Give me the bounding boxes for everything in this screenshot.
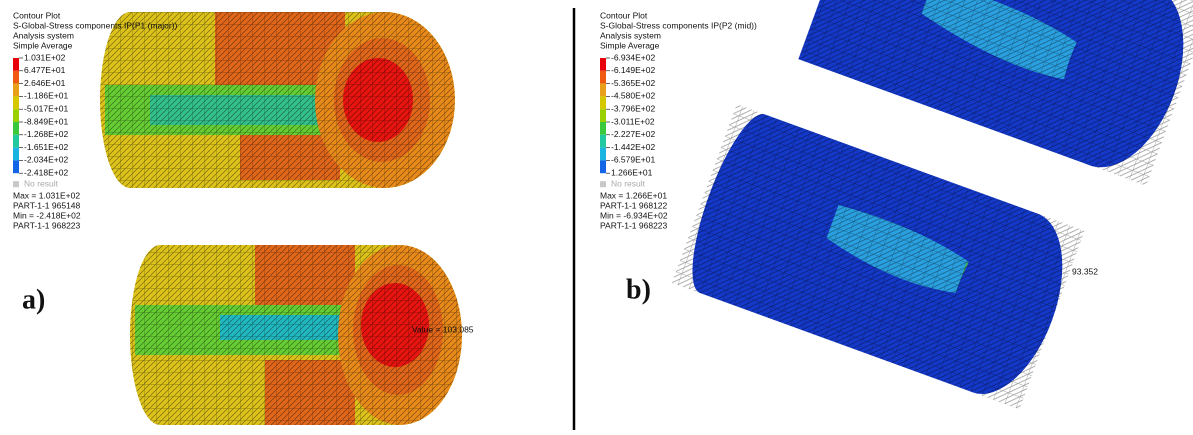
color-band bbox=[600, 109, 606, 122]
legend-summary: Max = 1.266E+01 bbox=[600, 190, 667, 200]
legend-summary: Max = 1.031E+02 bbox=[13, 190, 80, 200]
level-label: -3.796E+02 bbox=[611, 103, 655, 113]
legend-header: S-Global-Stress components IP(P2 (mid)) bbox=[600, 20, 757, 30]
cylinder bbox=[125, 243, 470, 428]
color-band bbox=[13, 58, 19, 71]
color-band bbox=[600, 148, 606, 161]
legend-summary: Min = -6.934E+02 bbox=[600, 210, 668, 220]
level-label: -1.268E+02 bbox=[24, 129, 68, 139]
no-result-swatch bbox=[600, 181, 606, 187]
color-band bbox=[13, 135, 19, 148]
color-band bbox=[600, 84, 606, 97]
panel-label: b) bbox=[626, 274, 651, 305]
color-band bbox=[600, 160, 606, 173]
level-label: 1.266E+01 bbox=[611, 167, 653, 177]
color-band bbox=[13, 71, 19, 84]
legend-header: Simple Average bbox=[13, 40, 73, 50]
level-label: -5.365E+02 bbox=[611, 78, 655, 88]
level-label: -2.227E+02 bbox=[611, 129, 655, 139]
level-label: -6.149E+02 bbox=[611, 65, 655, 75]
level-label: -2.034E+02 bbox=[24, 155, 68, 165]
legend-header: Contour Plot bbox=[600, 10, 648, 20]
annotation: 93.352 bbox=[1072, 266, 1098, 276]
legend-header: Simple Average bbox=[600, 40, 660, 50]
level-label: 6.477E+01 bbox=[24, 65, 66, 75]
level-label: -1.442E+02 bbox=[611, 142, 655, 152]
legend-summary: PART-1-1 965148 bbox=[13, 200, 81, 210]
level-label: -6.579E+01 bbox=[611, 155, 655, 165]
legend-header: Analysis system bbox=[13, 30, 74, 40]
level-label: 1.031E+02 bbox=[24, 52, 66, 62]
level-label: -2.418E+02 bbox=[24, 167, 68, 177]
panel-label: a) bbox=[22, 284, 45, 315]
figure: a) b) Value = 103.085 93.352 Contour Plo… bbox=[0, 0, 1193, 430]
no-result: No result bbox=[24, 178, 59, 188]
level-label: 2.646E+01 bbox=[24, 78, 66, 88]
color-band bbox=[600, 96, 606, 109]
legend-summary: PART-1-1 968122 bbox=[600, 200, 668, 210]
color-band bbox=[600, 135, 606, 148]
cylinder bbox=[672, 104, 1085, 409]
color-band bbox=[600, 122, 606, 135]
legend-summary: PART-1-1 968223 bbox=[13, 220, 81, 230]
legend-header: S-Global-Stress components IP(P1 (major)… bbox=[13, 20, 178, 30]
color-band bbox=[13, 96, 19, 109]
level-label: -3.011E+02 bbox=[611, 116, 655, 126]
color-band bbox=[600, 71, 606, 84]
annotation: Value = 103.085 bbox=[412, 324, 474, 334]
legend-header: Analysis system bbox=[600, 30, 661, 40]
cylinder bbox=[95, 10, 465, 195]
legend-header: Contour Plot bbox=[13, 10, 61, 20]
color-band bbox=[13, 84, 19, 97]
legend-summary: PART-1-1 968223 bbox=[600, 220, 668, 230]
color-band bbox=[13, 160, 19, 173]
color-band bbox=[13, 148, 19, 161]
level-label: -8.849E+01 bbox=[24, 116, 68, 126]
level-label: -5.017E+01 bbox=[24, 103, 68, 113]
no-result: No result bbox=[611, 178, 646, 188]
color-band bbox=[600, 58, 606, 71]
color-band bbox=[13, 122, 19, 135]
level-label: -1.651E+02 bbox=[24, 142, 68, 152]
legend-summary: Min = -2.418E+02 bbox=[13, 210, 81, 220]
color-band bbox=[13, 109, 19, 122]
no-result-swatch bbox=[13, 181, 19, 187]
level-label: -1.186E+01 bbox=[24, 91, 68, 101]
level-label: -4.580E+02 bbox=[611, 91, 655, 101]
level-label: -6.934E+02 bbox=[611, 52, 655, 62]
